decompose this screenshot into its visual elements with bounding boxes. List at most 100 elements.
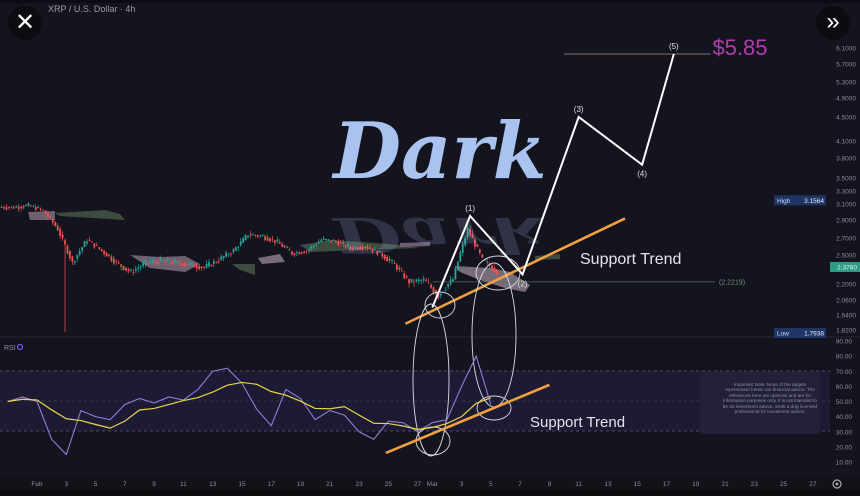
candle: [303, 251, 306, 254]
candle: [430, 284, 432, 288]
candle: [381, 253, 384, 257]
candle: [408, 279, 410, 284]
time-axis-tick: 7: [123, 481, 127, 488]
cloud-segment: [258, 254, 285, 264]
candle: [269, 238, 271, 242]
candle: [122, 265, 125, 270]
cloud-segment: [400, 242, 430, 247]
candle: [405, 276, 408, 278]
candle: [110, 256, 113, 261]
rsi-support-trend-line[interactable]: [385, 383, 550, 455]
candle: [320, 239, 323, 242]
candle: [64, 240, 66, 245]
candle: [193, 265, 196, 268]
expand-button[interactable]: »: [816, 6, 850, 40]
time-axis-tick: 5: [94, 481, 98, 488]
price-axis-tick: 4.1000: [836, 139, 856, 146]
candle: [271, 239, 274, 241]
candle: [125, 267, 127, 271]
time-axis-tick: 7: [518, 481, 522, 488]
candle: [151, 260, 154, 263]
candle: [191, 262, 193, 265]
candle: [61, 234, 64, 238]
candle: [469, 229, 471, 235]
candle: [415, 279, 418, 282]
price-axis-tick: 3.1000: [836, 202, 856, 209]
time-axis-tick: 19: [692, 481, 700, 488]
target-price-label: $5.85: [712, 35, 767, 60]
price-axis-tick: 4.5000: [836, 115, 856, 122]
candle: [281, 244, 284, 247]
time-axis-tick: 19: [297, 481, 305, 488]
candle: [364, 246, 367, 248]
candle: [456, 261, 459, 271]
candle: [461, 243, 464, 253]
time-axis-tick: 21: [721, 481, 729, 488]
close-x-icon: ✕: [14, 9, 36, 36]
candle: [359, 247, 362, 250]
close-button[interactable]: ✕: [8, 6, 42, 40]
time-axis-tick: 17: [663, 481, 671, 488]
ichimoku-cloud: [28, 210, 560, 292]
candle: [339, 242, 342, 244]
candle: [39, 208, 42, 210]
candle: [147, 262, 149, 264]
candle: [310, 246, 313, 249]
candle: [300, 252, 303, 254]
double-chevron-right-icon: »: [826, 8, 840, 35]
candle: [232, 249, 235, 253]
candle: [239, 241, 242, 246]
candle: [144, 259, 147, 265]
candle: [344, 244, 347, 248]
candle: [234, 247, 237, 251]
candle: [371, 248, 374, 252]
candle: [34, 207, 37, 211]
candle: [103, 250, 105, 254]
candle: [256, 235, 259, 237]
rsi-axis-tick: 90.00: [836, 339, 853, 346]
candle: [349, 247, 352, 249]
rsi-settings-icon[interactable]: [16, 343, 24, 351]
candle: [249, 234, 252, 236]
time-axis-tick: 25: [780, 481, 788, 488]
candle: [247, 235, 249, 238]
support-trend-line[interactable]: [404, 217, 626, 325]
candle: [220, 256, 223, 260]
candle: [425, 280, 428, 282]
candle: [295, 252, 298, 254]
low-price-label: Low: [777, 331, 789, 338]
price-axis-tick: 2.5000: [836, 253, 856, 260]
candle: [354, 247, 357, 248]
candle: [12, 207, 15, 209]
candle: [5, 207, 8, 210]
candle: [386, 256, 389, 262]
candle: [156, 261, 159, 264]
settings-gear-icon[interactable]: [832, 479, 842, 489]
rsi-label: RSI: [4, 345, 16, 352]
candle: [37, 206, 40, 208]
candle: [27, 203, 30, 206]
candle: [90, 241, 93, 243]
wave-label: (2): [518, 279, 528, 288]
candle: [115, 260, 118, 262]
candle: [252, 234, 254, 236]
candle: [181, 263, 184, 267]
rsi-axis-tick: 20.00: [836, 444, 853, 451]
candle: [212, 261, 215, 264]
candle: [403, 273, 406, 279]
ellipse-annotation: [412, 303, 450, 457]
rsi-axis-tick: 10.00: [836, 460, 853, 467]
candle: [95, 245, 98, 247]
price-axis-tick: 5.7000: [836, 62, 856, 69]
elliott-wave-path[interactable]: [431, 53, 675, 308]
high-price-label: High: [777, 198, 791, 205]
candle: [78, 250, 81, 255]
candle: [391, 260, 393, 261]
symbol-title: XRP / U.S. Dollar · 4h: [48, 4, 136, 14]
ellipse-annotation: [476, 395, 512, 421]
candle: [305, 251, 308, 252]
candle: [117, 262, 120, 264]
time-axis-tick: 15: [238, 481, 246, 488]
candle: [217, 261, 220, 262]
